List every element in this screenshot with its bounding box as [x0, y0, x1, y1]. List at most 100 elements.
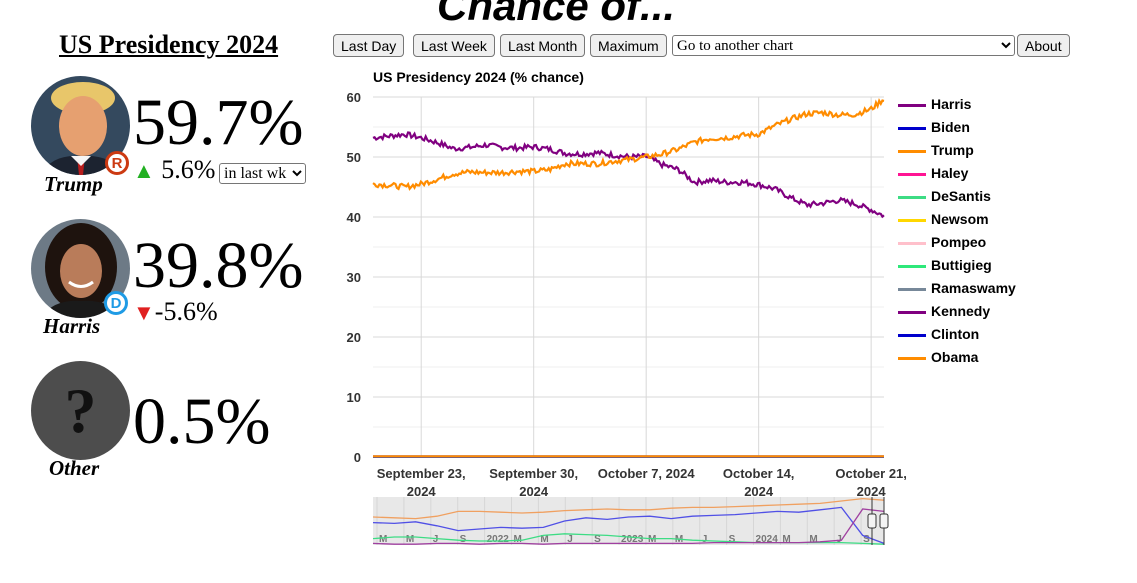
legend-item-pompeo[interactable]: Pompeo	[898, 234, 986, 250]
navigator-label: J	[836, 534, 842, 545]
series-line-harris	[372, 131, 885, 219]
legend-swatch	[898, 310, 926, 314]
harris-change-value: -5.6%	[154, 297, 218, 326]
navigator-handle-icon[interactable]	[867, 513, 877, 529]
legend-swatch	[898, 356, 926, 360]
legend-swatch	[898, 126, 926, 130]
last-week-button[interactable]: Last Week	[413, 34, 495, 57]
chart-title: US Presidency 2024 (% chance)	[373, 69, 584, 85]
trump-percent: 59.7%	[133, 86, 304, 159]
legend-label: Kennedy	[931, 303, 991, 319]
legend-label: Clinton	[931, 326, 980, 342]
x-tick-label: October 21, 2024	[835, 466, 907, 499]
legend-swatch	[898, 264, 926, 268]
y-tick-label: 0	[354, 450, 361, 465]
x-tick-label: October 7, 2024	[598, 466, 696, 481]
navigator-label: M	[809, 534, 817, 545]
navigator-label: M	[406, 534, 414, 545]
legend-swatch	[898, 333, 926, 337]
democrat-badge-icon: D	[104, 291, 128, 315]
navigator-line-biden	[372, 506, 885, 545]
legend-swatch	[898, 241, 926, 245]
legend-label: Buttigieg	[931, 257, 992, 273]
legend-swatch	[898, 195, 926, 199]
legend-label: Newsom	[931, 211, 989, 227]
legend-label: Ramaswamy	[931, 280, 1016, 296]
chart-select[interactable]: Go to another chart	[672, 35, 1015, 56]
legend-item-biden[interactable]: Biden	[898, 119, 970, 135]
up-arrow-icon: ▲	[133, 158, 155, 183]
trump-avatar	[31, 76, 130, 175]
y-tick-label: 60	[347, 90, 361, 105]
x-tick-label: September 23, 2024	[377, 466, 466, 499]
trump-change-value: 5.6%	[161, 155, 216, 184]
navigator-label: J	[567, 534, 573, 545]
harris-change: ▼-5.6%	[133, 299, 218, 325]
last-month-button[interactable]: Last Month	[500, 34, 586, 57]
republican-badge-icon: R	[105, 151, 129, 175]
legend-label: DeSantis	[931, 188, 991, 204]
navigator-line-harris	[372, 508, 885, 545]
x-tick-label: September 30, 2024	[489, 466, 578, 499]
legend-item-haley[interactable]: Haley	[898, 165, 968, 181]
legend-swatch	[898, 218, 926, 222]
navigator-label: M	[782, 534, 790, 545]
down-arrow-icon: ▼	[133, 300, 155, 325]
legend-swatch	[898, 172, 926, 176]
maximum-button[interactable]: Maximum	[590, 34, 667, 57]
legend-item-clinton[interactable]: Clinton	[898, 326, 979, 342]
legend-swatch	[898, 149, 926, 153]
x-tick-label: October 14, 2024	[723, 466, 795, 499]
navigator-label: 2024	[756, 534, 779, 545]
candidate-trump: R Trump	[31, 76, 130, 196]
probability-chart[interactable]: US Presidency 2024 (% chance) 0 10 20 30 40 50…	[330, 62, 930, 552]
legend-item-harris[interactable]: Harris	[898, 96, 971, 112]
legend-item-newsom[interactable]: Newsom	[898, 211, 989, 227]
other-percent: 0.5%	[133, 385, 271, 458]
legend-label: Pompeo	[931, 234, 987, 250]
legend-item-trump[interactable]: Trump	[898, 142, 974, 158]
navigator-label: M	[540, 534, 548, 545]
trump-change: ▲ 5.6%	[133, 157, 215, 183]
y-tick-label: 40	[347, 210, 361, 225]
legend-item-buttigieg[interactable]: Buttigieg	[898, 257, 992, 273]
navigator-label: M	[648, 534, 656, 545]
series-line-trump	[372, 97, 885, 191]
candidate-name: Trump	[44, 172, 103, 196]
navigator-label: M	[379, 534, 387, 545]
legend-swatch	[898, 287, 926, 291]
y-tick-label: 30	[347, 270, 361, 285]
harris-percent: 39.8%	[133, 229, 304, 302]
y-tick-label: 50	[347, 150, 361, 165]
candidate-name: Other	[49, 456, 100, 480]
candidate-name: Harris	[43, 314, 101, 338]
page-heading: Chance of...	[437, 0, 676, 29]
legend-label: Haley	[931, 165, 969, 181]
about-button[interactable]: About	[1017, 34, 1070, 57]
y-tick-label: 10	[347, 390, 361, 405]
navigator-label: S	[460, 534, 467, 545]
navigator-handle-icon[interactable]	[879, 513, 889, 529]
navigator-label: J	[702, 534, 708, 545]
question-mark-icon: ?	[31, 361, 130, 460]
legend-label: Trump	[931, 142, 974, 158]
last-day-button[interactable]: Last Day	[333, 34, 405, 57]
candidate-other: ? Other	[31, 361, 130, 480]
legend-item-desantis[interactable]: DeSantis	[898, 188, 991, 204]
legend-swatch	[898, 103, 926, 107]
legend-label: Obama	[931, 349, 979, 365]
period-select[interactable]: in last wk	[219, 163, 306, 184]
navigator-label: M	[513, 534, 521, 545]
navigator-label: S	[863, 534, 870, 545]
other-avatar-glyph: ?	[64, 374, 97, 446]
candidate-harris: D Harris	[31, 219, 130, 338]
market-title[interactable]: US Presidency 2024	[59, 30, 279, 59]
legend-item-ramaswamy[interactable]: Ramaswamy	[898, 280, 1016, 296]
navigator-line-trump	[372, 497, 885, 520]
legend-item-obama[interactable]: Obama	[898, 349, 978, 365]
legend-item-kennedy[interactable]: Kennedy	[898, 303, 990, 319]
navigator-label: 2023	[621, 534, 644, 545]
navigator-label: J	[433, 534, 439, 545]
legend-label: Harris	[931, 96, 972, 112]
navigator-label: S	[729, 534, 736, 545]
